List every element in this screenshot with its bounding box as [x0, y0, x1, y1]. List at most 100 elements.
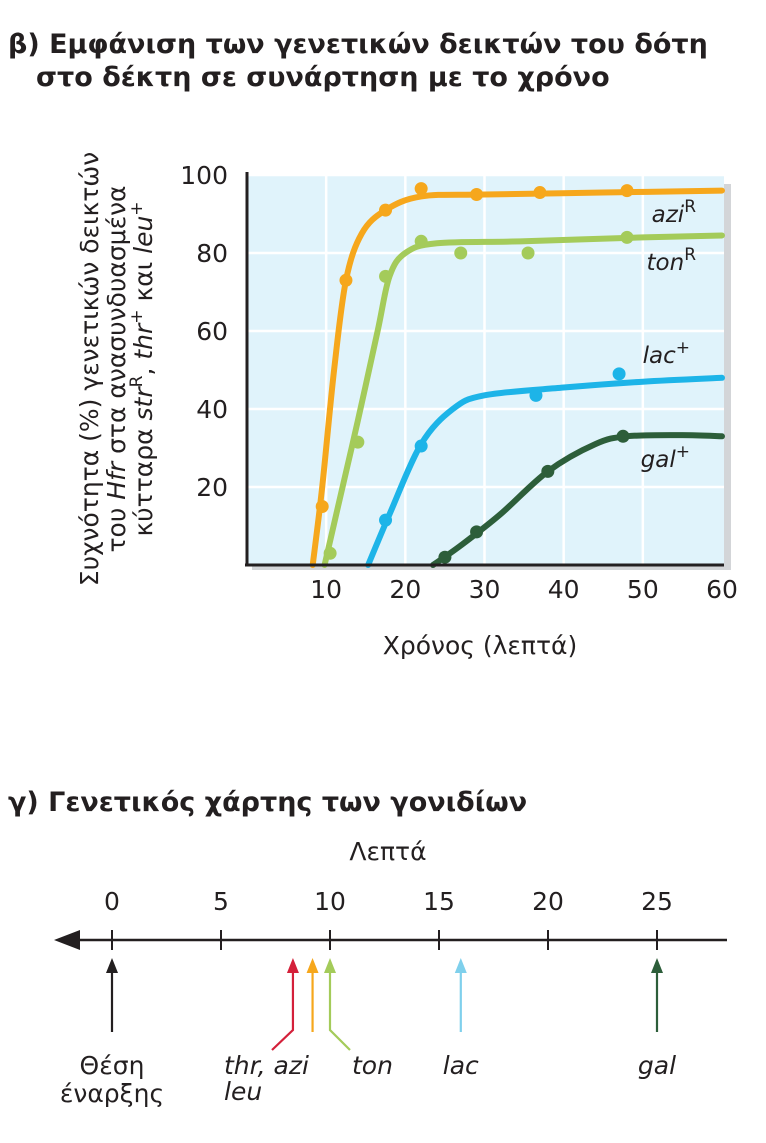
- panel-b-title-line2: στο δέκτη σε συνάρτηση με το χρόνο: [36, 62, 610, 93]
- gene-arrow-ton: [324, 958, 351, 1051]
- panel-b-title-line1: β) Εμφάνιση των γενετικών δεικτών του δό…: [8, 29, 708, 60]
- data-point-lac: [414, 439, 428, 453]
- data-point-lac: [529, 388, 543, 402]
- map-tick-label: 20: [532, 887, 564, 916]
- series-line-azi: [309, 187, 725, 568]
- data-point-azi: [620, 184, 634, 198]
- series-label-lac: lac+: [643, 338, 690, 369]
- data-point-ton: [521, 246, 535, 260]
- gene-arrow-azi: [306, 958, 319, 1032]
- y-tick-label: 60: [196, 317, 228, 346]
- x-tick-label: 50: [627, 575, 659, 604]
- data-point-ton: [414, 234, 428, 248]
- data-point-ton: [620, 230, 634, 244]
- y-axis-label-hfr: Hfr: [102, 460, 131, 500]
- y-axis-label-thr: thr: [129, 322, 158, 360]
- gene-arrow-gal: [651, 958, 663, 1032]
- data-point-gal: [616, 429, 630, 443]
- gene-arrow-ton-head: [324, 958, 336, 973]
- y-axis-label-thr-sup: +: [127, 309, 147, 323]
- x-tick-labels: 10 20 30 40 50 60: [310, 575, 738, 604]
- data-point-azi: [533, 186, 547, 200]
- start-arrow: [106, 958, 118, 1032]
- data-point-ton: [351, 435, 365, 449]
- y-tick-labels: 20 40 60 80 100: [180, 161, 228, 502]
- data-point-azi: [414, 182, 428, 196]
- series-points: [315, 182, 634, 564]
- y-tick-label: 100: [180, 161, 228, 190]
- x-tick-label: 60: [706, 575, 738, 604]
- x-tick-label: 10: [310, 575, 342, 604]
- x-tick-label: 20: [389, 575, 421, 604]
- x-tick-label: 30: [469, 575, 501, 604]
- data-point-azi: [315, 500, 329, 513]
- y-axis-label-line3-a: κύτταρα: [129, 420, 158, 536]
- series-label-name: azi: [652, 202, 685, 228]
- series-label-ton: tonR: [647, 245, 697, 276]
- y-axis-label-str: str: [129, 386, 158, 421]
- gene-arrow-ton-shaft: [328, 966, 351, 1051]
- x-tick-label: 40: [548, 575, 580, 604]
- data-point-lac: [612, 367, 626, 381]
- y-axis-label-line1: Συχνότητα (%) γενετικών δεικτών: [75, 152, 104, 586]
- gene-arrow-lac: [454, 958, 467, 1032]
- data-point-gal: [541, 464, 555, 478]
- series-label-sup: +: [676, 338, 690, 358]
- series-curves: [309, 187, 725, 568]
- start-arrow-head: [106, 958, 118, 973]
- start-label-line1: Θέση: [80, 1051, 145, 1080]
- y-axis-label-and: και: [129, 254, 158, 310]
- series-label-sup: R: [684, 197, 696, 217]
- y-axis-label-str-sup: R: [127, 375, 147, 387]
- gene-arrow-thr-head: [286, 958, 299, 973]
- y-axis-label-line2: του Hfr στα ανασυνδυασμένα: [102, 185, 131, 552]
- map-tick-label: 0: [104, 887, 120, 916]
- data-point-ton: [323, 546, 337, 560]
- map-axis-arrowhead: [54, 930, 80, 950]
- panel-c-title: γ) Γενετικός χάρτης των γονιδίων: [8, 787, 528, 818]
- map-tick-label: 25: [641, 887, 673, 916]
- y-tick-label: 40: [196, 395, 228, 424]
- map-tick-label: 15: [423, 887, 455, 916]
- panel-b-title: β) Εμφάνιση των γενετικών δεικτών του δό…: [8, 28, 708, 94]
- map-tick-label: 5: [213, 887, 229, 916]
- x-axis-label: Χρόνος (λεπτά): [383, 631, 578, 660]
- gene-label-ton: ton: [352, 1051, 393, 1080]
- gene-arrow-thr-shaft: [271, 966, 295, 1051]
- data-point-gal: [438, 550, 452, 564]
- series-label-name: gal: [641, 447, 677, 473]
- y-axis-label-comma: ,: [129, 360, 158, 376]
- data-point-azi: [470, 188, 484, 201]
- map-tick-label: 10: [314, 887, 346, 916]
- series-label-name: ton: [647, 250, 685, 276]
- data-point-lac: [379, 513, 393, 527]
- series-label-azi: aziR: [652, 197, 697, 228]
- data-point-gal: [470, 525, 484, 539]
- gene-arrow-gal-head: [651, 958, 663, 973]
- gene-arrow-lac-head: [454, 958, 467, 973]
- series-label-gal: gal+: [641, 442, 690, 473]
- y-tick-label: 20: [196, 473, 228, 502]
- y-axis-label-leu: leu: [129, 216, 158, 254]
- y-axis-label-line3: κύτταρα strR, thr+ και leu+: [127, 201, 158, 536]
- series-label-name: lac: [643, 343, 676, 369]
- gene-label-thr-azi: thr, azi: [224, 1051, 309, 1080]
- y-axis-label-line2-b: στα ανασυνδυασμένα: [102, 185, 131, 461]
- data-point-azi: [379, 203, 393, 217]
- gene-arrow-azi-head: [306, 958, 319, 973]
- gene-arrow-thr: [271, 958, 299, 1051]
- y-axis-label-leu-sup: +: [127, 201, 147, 215]
- series-line-lac: [365, 374, 725, 568]
- y-tick-label: 80: [196, 239, 228, 268]
- gene-label-leu: leu: [224, 1077, 262, 1106]
- data-point-azi: [339, 273, 353, 287]
- map-ticks: 0 5 10 15 20 25: [104, 887, 673, 950]
- start-label-line2: έναρξης: [60, 1079, 164, 1108]
- series-label-sup: R: [684, 245, 696, 265]
- map-axis-label: Λεπτά: [349, 837, 426, 866]
- series-line-ton: [321, 232, 725, 568]
- gene-label-gal: gal: [638, 1051, 676, 1080]
